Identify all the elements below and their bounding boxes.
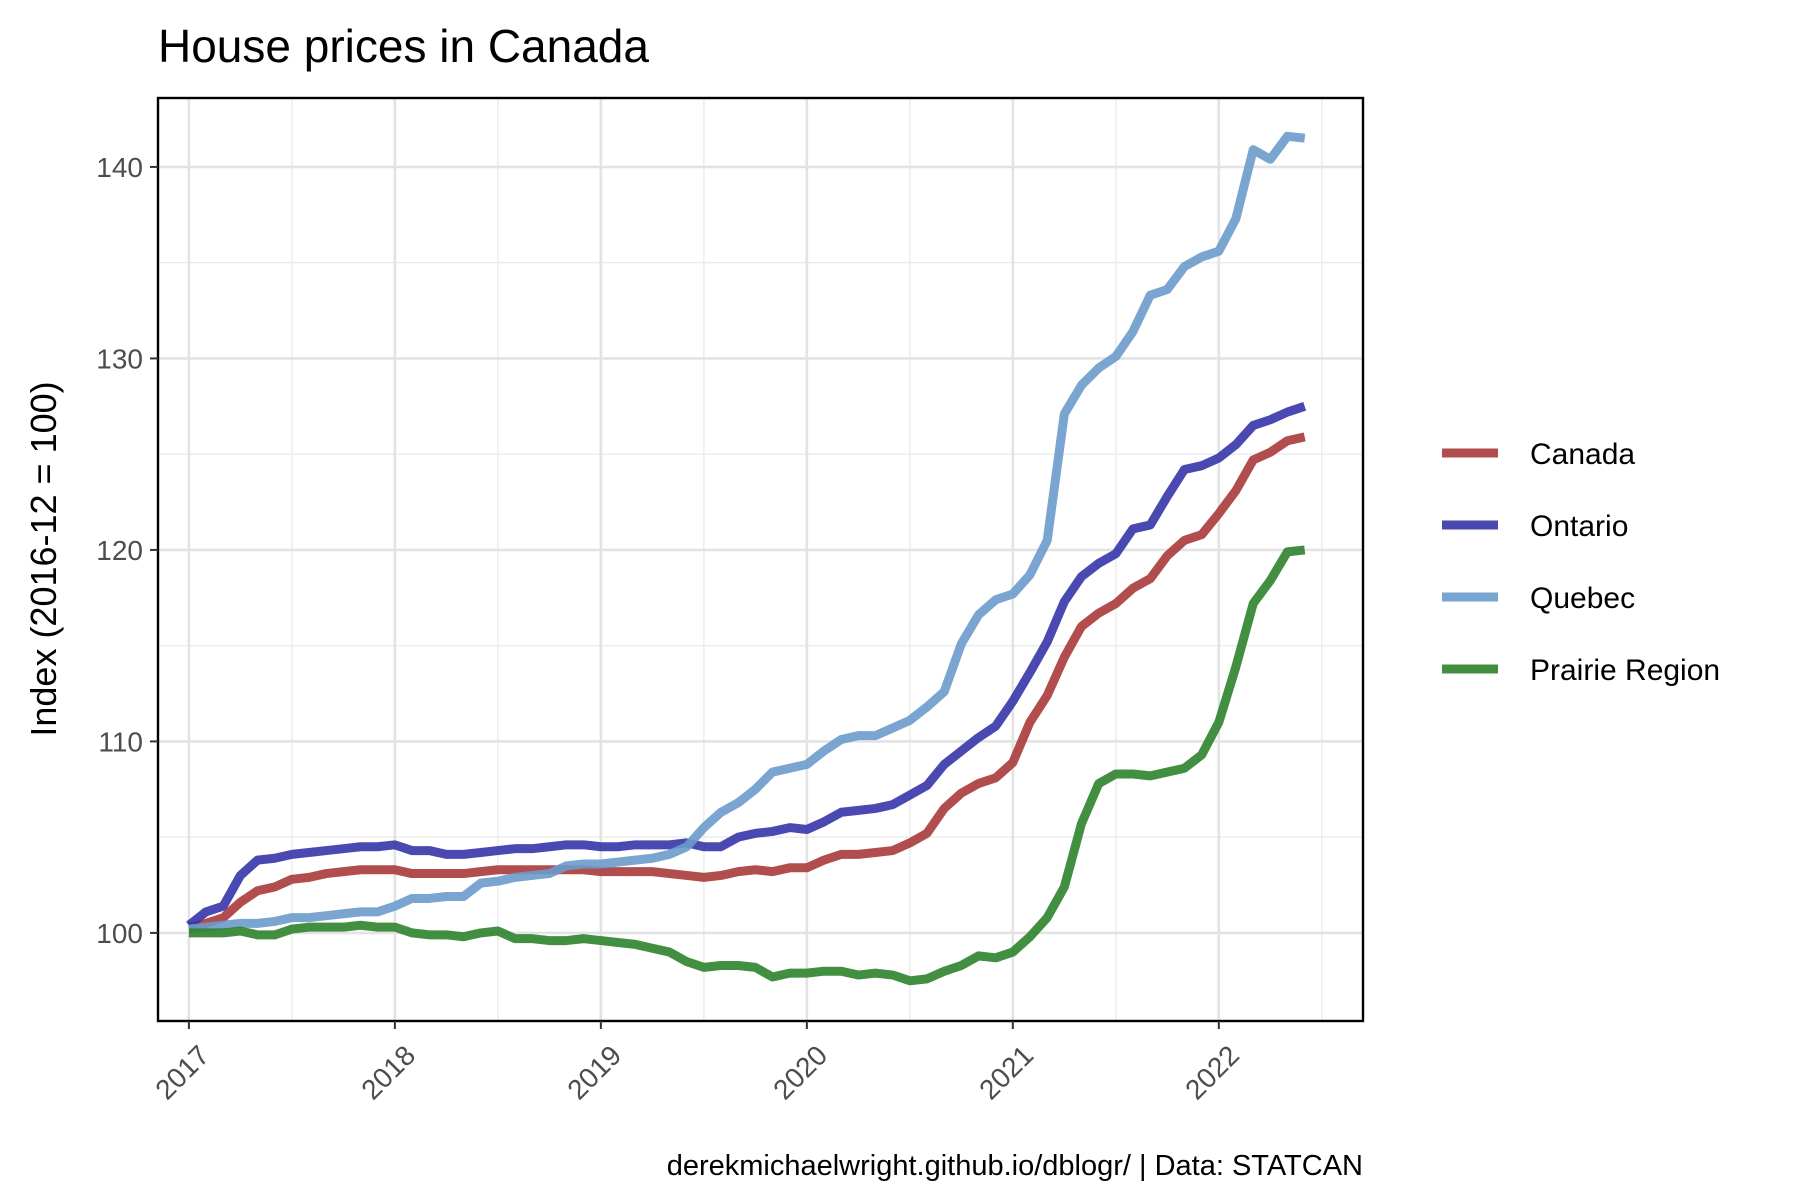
grid-major xyxy=(158,98,1363,1021)
legend-item-prairie-region: Prairie Region xyxy=(1442,654,1720,687)
legend: Canada Ontario Quebec Prairie Region xyxy=(1442,438,1720,687)
series-line-prairie-region xyxy=(188,545,1306,986)
legend-item-ontario: Ontario xyxy=(1442,510,1628,543)
x-tick-label: 2018 xyxy=(355,1039,421,1105)
y-tick-label: 100 xyxy=(96,918,143,949)
chart-title: House prices in Canada xyxy=(158,20,649,72)
x-axis: 2017 2018 2019 2020 2021 2022 xyxy=(149,1021,1245,1105)
plot-panel xyxy=(156,96,1365,1023)
x-tick-label: 2022 xyxy=(1179,1039,1245,1105)
legend-label: Quebec xyxy=(1530,582,1635,615)
legend-label: Canada xyxy=(1530,438,1635,471)
x-tick-label: 2021 xyxy=(973,1039,1039,1105)
y-axis: 100 110 120 130 140 xyxy=(96,152,158,949)
x-tick-label: 2020 xyxy=(767,1039,833,1105)
caption: derekmichaelwright.github.io/dblogr/ | D… xyxy=(667,1150,1363,1182)
plot-border xyxy=(156,96,1365,1023)
y-tick-label: 110 xyxy=(98,726,143,757)
x-tick-label: 2019 xyxy=(561,1039,627,1105)
series-line-quebec xyxy=(188,131,1306,934)
plot-background xyxy=(158,98,1363,1021)
legend-label: Ontario xyxy=(1530,510,1628,543)
legend-item-quebec: Quebec xyxy=(1442,582,1635,615)
series-lines xyxy=(186,131,1307,986)
legend-item-canada: Canada xyxy=(1442,438,1635,471)
grid-minor xyxy=(158,98,1363,1021)
y-tick-label: 140 xyxy=(96,152,143,183)
legend-label: Prairie Region xyxy=(1530,654,1720,687)
y-tick-label: 120 xyxy=(96,535,143,566)
series-line-canada xyxy=(187,432,1306,932)
y-axis-label: Index (2016-12 = 100) xyxy=(23,381,64,736)
series-line-ontario xyxy=(186,402,1307,929)
x-tick-label: 2017 xyxy=(149,1039,215,1105)
y-tick-label: 130 xyxy=(96,343,143,374)
